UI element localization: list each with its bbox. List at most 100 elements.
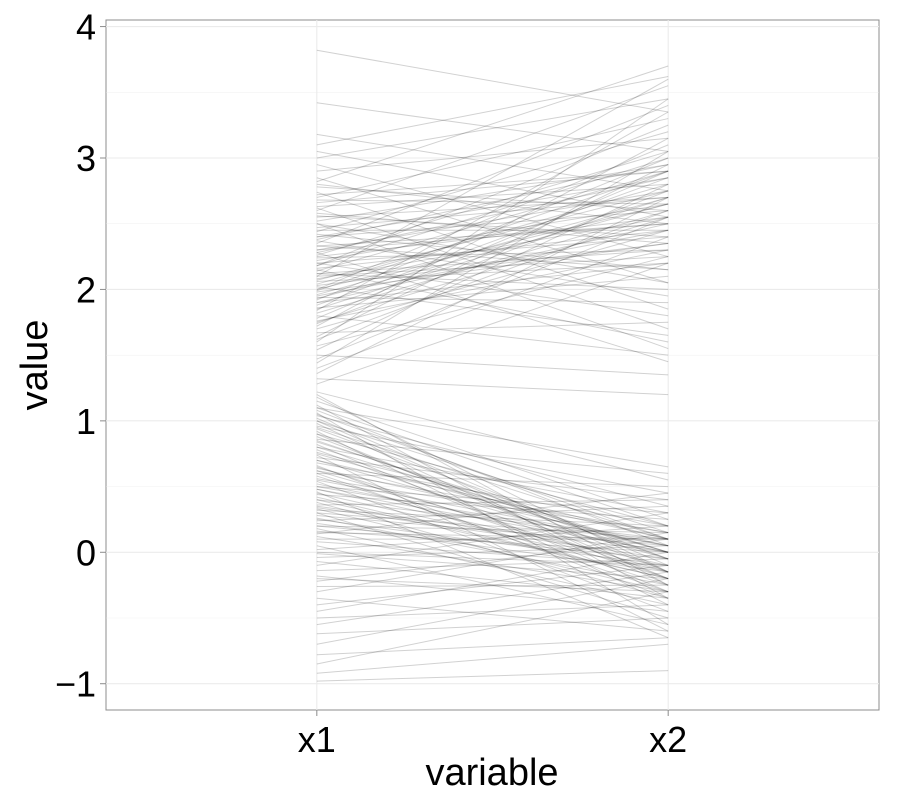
series-line: [316, 617, 669, 635]
series-line: [316, 137, 669, 172]
series-line: [316, 637, 669, 656]
series-line: [316, 472, 669, 488]
y-tick-label: 0: [76, 532, 96, 573]
series-line: [316, 643, 669, 674]
series-line: [316, 420, 669, 534]
series-line: [316, 492, 669, 573]
series-line: [316, 190, 669, 281]
series-line: [316, 591, 669, 665]
series-line: [316, 488, 669, 566]
series-line: [316, 428, 669, 560]
series-line: [316, 575, 669, 612]
series-line: [316, 417, 669, 566]
series-line: [316, 433, 669, 527]
series-line: [316, 216, 669, 280]
series-line: [316, 262, 669, 317]
series-line: [316, 412, 669, 625]
series-line: [316, 249, 669, 322]
series-line: [316, 223, 669, 304]
series-line: [316, 530, 669, 553]
series-line: [316, 216, 669, 323]
series-line: [316, 102, 669, 152]
series-line: [316, 479, 669, 547]
series-line: [316, 475, 669, 586]
series-line: [316, 256, 669, 347]
series-line: [316, 545, 669, 559]
series-line: [316, 223, 669, 251]
series-line: [316, 670, 669, 682]
series-line: [316, 444, 669, 593]
series-line: [316, 499, 669, 540]
series-line: [316, 493, 669, 520]
series-line: [316, 65, 669, 183]
series-line: [316, 457, 669, 501]
series-line: [316, 236, 669, 369]
series-line: [316, 236, 669, 264]
series-line: [316, 446, 669, 514]
series-line: [316, 512, 669, 540]
y-axis-title: value: [14, 320, 56, 411]
series-line: [316, 177, 669, 254]
series-line: [316, 486, 669, 547]
series-line: [316, 273, 669, 290]
series-line: [316, 512, 669, 566]
series-line: [316, 409, 669, 547]
series-line: [316, 462, 669, 527]
series-line: [316, 256, 669, 277]
y-axis: −1 0 1 2 3 4: [55, 7, 106, 705]
series-line: [316, 467, 669, 547]
series-line: [316, 472, 669, 593]
series-line: [316, 508, 669, 593]
series-line: [316, 423, 669, 586]
series-line: [316, 210, 669, 238]
series-line: [316, 196, 669, 310]
series-line: [316, 433, 669, 580]
series-line: [316, 560, 669, 599]
series-line: [316, 492, 669, 535]
series-line: [316, 262, 669, 283]
series-line: [316, 98, 669, 343]
minor-gridlines: [106, 91, 879, 619]
series-line: [316, 196, 669, 229]
series-line: [316, 190, 669, 325]
series-line: [316, 207, 669, 330]
series-line: [316, 196, 669, 218]
series-line: [316, 150, 669, 256]
series-line: [316, 245, 669, 271]
series-line: [316, 396, 669, 573]
y-tick-label: 2: [76, 269, 96, 310]
series-line: [316, 505, 669, 553]
series-line: [316, 564, 669, 606]
x-axis-title: variable: [425, 752, 558, 794]
series-line: [316, 512, 669, 619]
series-line: [316, 242, 669, 286]
series-line: [316, 98, 669, 159]
series-line: [316, 164, 669, 338]
series-line: [316, 229, 669, 297]
series-line: [316, 210, 669, 340]
series-line: [316, 536, 669, 593]
series-line: [316, 528, 669, 606]
series-line: [316, 240, 669, 297]
series-line: [316, 451, 669, 540]
series-line: [316, 478, 669, 534]
series-line: [316, 558, 669, 572]
series-line: [316, 407, 669, 468]
series-line: [316, 425, 669, 494]
series-line: [316, 183, 669, 208]
series-line: [316, 436, 669, 573]
series-line: [316, 170, 669, 204]
series-line: [316, 144, 669, 290]
series-line: [316, 229, 669, 330]
series-line: [316, 551, 669, 566]
series-line: [316, 249, 669, 259]
series-line: [316, 124, 669, 267]
series-line: [316, 597, 669, 632]
series-line: [316, 186, 669, 212]
series-line: [316, 483, 669, 553]
series-line: [316, 118, 669, 198]
series-line: [316, 223, 669, 350]
series-line: [316, 269, 669, 343]
y-tick-label: −1: [55, 664, 96, 705]
series-line: [316, 164, 669, 240]
